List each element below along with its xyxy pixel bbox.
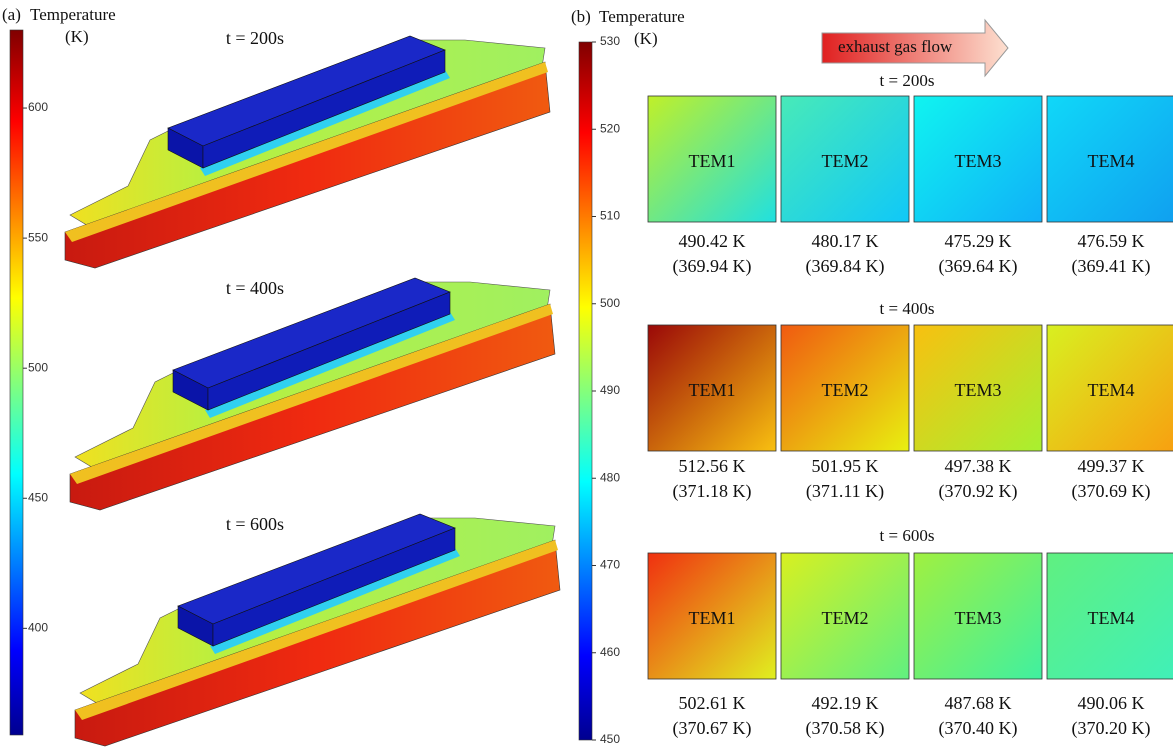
tile-temp: 475.29 K bbox=[945, 231, 1012, 251]
colorbar-tick-label: 400 bbox=[28, 621, 48, 635]
colorbar bbox=[579, 42, 592, 740]
colorbar-tick-label: 520 bbox=[600, 121, 620, 135]
tile-sub: (370.40 K) bbox=[939, 718, 1018, 739]
tile-name: TEM4 bbox=[1088, 608, 1135, 628]
tile-sub: (369.84 K) bbox=[806, 256, 885, 277]
tile-temp: 512.56 K bbox=[679, 456, 746, 476]
snapshot-time: t = 200s bbox=[226, 28, 284, 48]
colorbar-tick-label: 490 bbox=[600, 383, 620, 397]
colorbar-tick-label: 530 bbox=[600, 34, 620, 48]
tile-name: TEM1 bbox=[689, 608, 736, 628]
tile-sub: (371.11 K) bbox=[806, 481, 884, 502]
colorbar-tick-label: 470 bbox=[600, 558, 620, 572]
tile-name: TEM2 bbox=[822, 380, 869, 400]
tile-name: TEM3 bbox=[955, 151, 1002, 171]
tile-temp: 492.19 K bbox=[812, 693, 879, 713]
row-time: t = 200s bbox=[880, 71, 935, 90]
row-time: t = 400s bbox=[880, 299, 935, 318]
colorbar-tick-label: 460 bbox=[600, 645, 620, 659]
tile-sub: (369.64 K) bbox=[939, 256, 1018, 277]
tile-sub: (371.18 K) bbox=[673, 481, 752, 502]
colorbar-tick-label: 500 bbox=[28, 360, 48, 374]
tile-sub: (369.41 K) bbox=[1072, 256, 1151, 277]
colorbar-tick-label: 510 bbox=[600, 209, 620, 223]
tile-temp: 476.59 K bbox=[1078, 231, 1145, 251]
tile-sub: (369.94 K) bbox=[673, 256, 752, 277]
figure: exhaust gas flow 400 450 500 550 600 (a) Tempe… bbox=[0, 0, 1173, 749]
tile-temp: 487.68 K bbox=[945, 693, 1012, 713]
tile-sub: (370.20 K) bbox=[1072, 718, 1151, 739]
tile-temp: 499.37 K bbox=[1078, 456, 1145, 476]
colorbar-tick-label: 550 bbox=[28, 230, 48, 244]
tile-sub: (370.58 K) bbox=[806, 718, 885, 739]
colorbar-title: Temperature bbox=[30, 5, 116, 24]
tile-sub: (370.69 K) bbox=[1072, 481, 1151, 502]
colorbar-tick-label: 600 bbox=[28, 100, 48, 114]
colorbar-unit: (K) bbox=[634, 29, 658, 48]
tile-sub: (370.92 K) bbox=[939, 481, 1018, 502]
tile-name: TEM4 bbox=[1088, 380, 1135, 400]
tile-temp: 490.06 K bbox=[1078, 693, 1145, 713]
colorbar-tick-label: 480 bbox=[600, 470, 620, 484]
flow-label: exhaust gas flow bbox=[838, 37, 953, 56]
panel-label: (a) bbox=[2, 5, 21, 24]
colorbar bbox=[10, 30, 23, 735]
colorbar-unit: (K) bbox=[65, 27, 89, 46]
panel-label: (b) bbox=[571, 7, 591, 26]
row-time: t = 600s bbox=[880, 526, 935, 545]
tile-name: TEM3 bbox=[955, 608, 1002, 628]
tile-name: TEM2 bbox=[822, 608, 869, 628]
tile-sub: (370.67 K) bbox=[673, 718, 752, 739]
colorbar-tick-label: 450 bbox=[28, 490, 48, 504]
tile-name: TEM3 bbox=[955, 380, 1002, 400]
tile-name: TEM1 bbox=[689, 151, 736, 171]
tile-name: TEM2 bbox=[822, 151, 869, 171]
snapshot-time: t = 400s bbox=[226, 278, 284, 298]
tile-temp: 497.38 K bbox=[945, 456, 1012, 476]
tile-temp: 502.61 K bbox=[679, 693, 746, 713]
tile-name: TEM4 bbox=[1088, 151, 1135, 171]
snapshot-time: t = 600s bbox=[226, 514, 284, 534]
colorbar-title: Temperature bbox=[599, 7, 685, 26]
colorbar-tick-label: 500 bbox=[600, 296, 620, 310]
tile-temp: 490.42 K bbox=[679, 231, 746, 251]
colorbar-tick-label: 450 bbox=[600, 732, 620, 746]
tile-name: TEM1 bbox=[689, 380, 736, 400]
tile-temp: 501.95 K bbox=[812, 456, 879, 476]
tile-temp: 480.17 K bbox=[812, 231, 879, 251]
